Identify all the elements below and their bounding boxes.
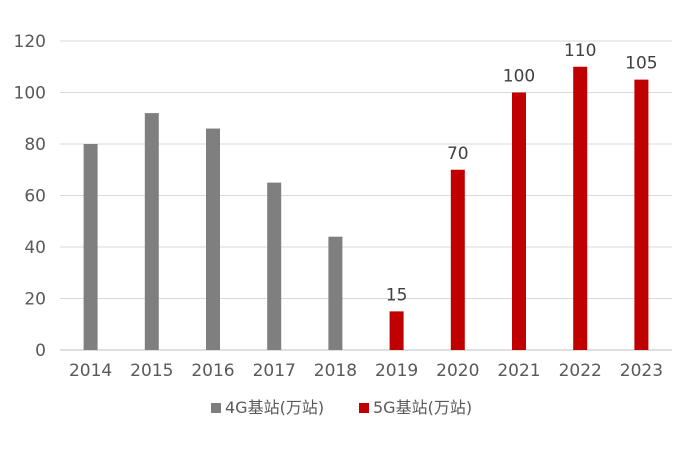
legend-label: 5G基站(万站) <box>373 398 472 417</box>
x-tick-label: 2018 <box>314 361 357 381</box>
bar <box>450 169 465 350</box>
bar-data-label: 15 <box>386 285 408 305</box>
bar <box>267 182 282 350</box>
y-axis-ticks: 0 20 40 60 80 100 120 <box>14 32 46 361</box>
y-tick-label: 60 <box>24 187 46 207</box>
bar <box>634 79 649 350</box>
x-tick-label: 2021 <box>497 361 540 381</box>
legend-swatch <box>359 403 369 413</box>
y-tick-label: 120 <box>14 32 46 52</box>
bar <box>512 92 526 350</box>
bar <box>573 66 588 350</box>
x-tick-label: 2014 <box>69 361 112 381</box>
bars <box>83 66 649 350</box>
x-tick-label: 2019 <box>375 361 418 381</box>
x-axis-ticks: 2014 2015 2016 2017 2018 2019 2020 2021 2022 2023 <box>69 361 663 381</box>
bar <box>389 311 404 350</box>
y-tick-label: 100 <box>14 84 46 104</box>
bar <box>206 128 220 350</box>
x-tick-label: 2020 <box>436 361 479 381</box>
bar <box>144 113 159 350</box>
x-tick-label: 2017 <box>253 361 296 381</box>
gridlines <box>60 40 672 351</box>
bar-data-label: 100 <box>503 67 535 87</box>
legend-label: 4G基站(万站) <box>225 398 324 417</box>
y-tick-label: 40 <box>24 238 46 258</box>
bar-data-label: 110 <box>564 41 596 61</box>
data-labels: 15 70 100 110 105 <box>386 41 658 306</box>
x-tick-label: 2022 <box>559 361 602 381</box>
bar <box>83 144 98 350</box>
legend: 4G基站(万站) 5G基站(万站) <box>211 398 472 417</box>
x-tick-label: 2015 <box>130 361 173 381</box>
y-tick-label: 0 <box>35 341 46 361</box>
bar-data-label: 105 <box>625 54 657 74</box>
y-tick-label: 80 <box>24 135 46 155</box>
x-tick-label: 2016 <box>191 361 234 381</box>
bar <box>328 236 343 350</box>
legend-swatch <box>211 403 221 413</box>
bar-data-label: 70 <box>447 144 469 164</box>
y-tick-label: 20 <box>24 290 46 310</box>
x-tick-label: 2023 <box>620 361 663 381</box>
